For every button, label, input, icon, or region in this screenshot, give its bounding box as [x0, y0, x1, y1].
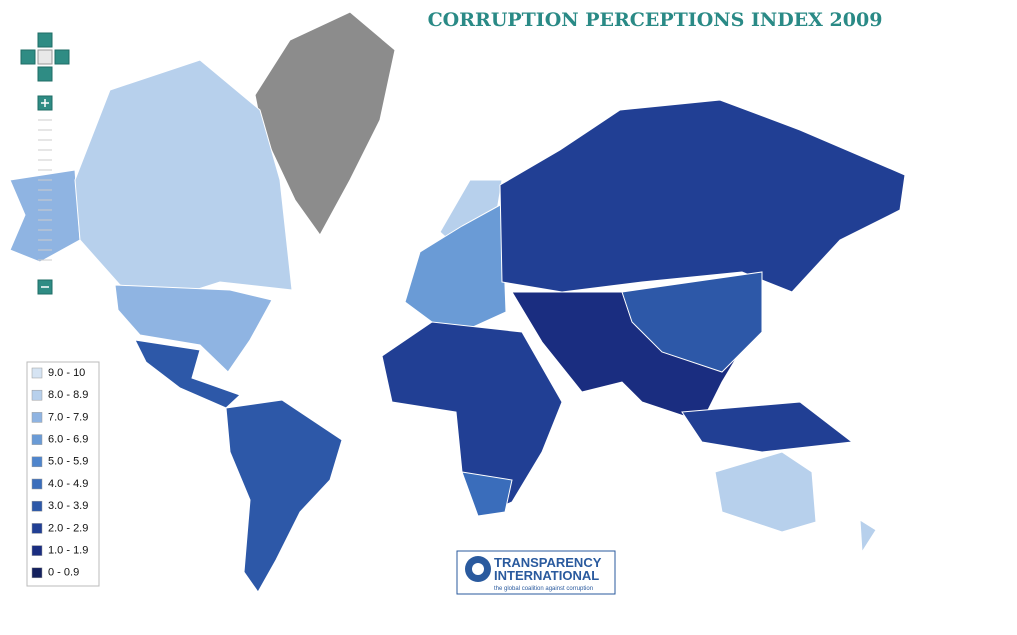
- alaska[interactable]: [9, 169, 81, 263]
- pan-up[interactable]: [37, 32, 53, 48]
- legend-swatch: [31, 567, 43, 579]
- legend-swatch: [31, 412, 43, 423]
- legend-swatch: [31, 389, 43, 401]
- south-america[interactable]: [225, 399, 343, 593]
- legend-label: 9.0 - 10: [48, 367, 85, 379]
- legend-swatch: [31, 367, 43, 379]
- canada[interactable]: [74, 59, 293, 299]
- zoom-slider[interactable]: [38, 119, 52, 261]
- legend-label: 7.0 - 7.9: [48, 411, 88, 423]
- legend-swatch: [31, 545, 43, 556]
- legend-swatch: [31, 478, 43, 490]
- legend-label: 6.0 - 6.9: [48, 434, 88, 446]
- new-zealand[interactable]: [859, 519, 877, 554]
- central-america[interactable]: [134, 339, 241, 409]
- greenland[interactable]: [254, 11, 396, 236]
- usa[interactable]: [114, 284, 273, 373]
- legend-label: 8.0 - 8.9: [48, 389, 88, 401]
- pan-right[interactable]: [54, 49, 70, 65]
- legend-swatch: [31, 500, 43, 512]
- plus-icon: [41, 99, 49, 107]
- nav-controls: [20, 32, 70, 295]
- southern-africa[interactable]: [461, 471, 513, 517]
- logo-line2: INTERNATIONAL: [494, 568, 599, 583]
- logo-emblem-center: [472, 563, 484, 575]
- logo: TRANSPARENCY INTERNATIONAL the global co…: [456, 550, 616, 595]
- world-map: [9, 11, 906, 593]
- legend: 9.0 - 10 8.0 - 8.9 7.0 - 7.9 6.0 - 6.9 5.0 -…: [31, 367, 88, 579]
- legend-swatch: [31, 456, 43, 468]
- australia[interactable]: [714, 451, 817, 533]
- pan-down[interactable]: [37, 66, 53, 82]
- africa[interactable]: [381, 321, 563, 516]
- russia[interactable]: [499, 99, 906, 293]
- home[interactable]: [37, 49, 53, 65]
- legend-label: 3.0 - 3.9: [48, 500, 88, 512]
- china[interactable]: [621, 271, 763, 373]
- legend-label: 5.0 - 5.9: [48, 456, 88, 468]
- southeast-asia[interactable]: [681, 401, 854, 453]
- logo-tagline: the global coalition against corruption: [494, 586, 593, 592]
- legend-label: 0 - 0.9: [48, 567, 79, 579]
- pan-left[interactable]: [20, 49, 36, 65]
- legend-label: 2.0 - 2.9: [48, 522, 88, 534]
- title: CORRUPTION PERCEPTIONS INDEX 2009: [428, 9, 883, 31]
- legend-swatch: [31, 434, 43, 445]
- logo-line1: TRANSPARENCY: [494, 555, 602, 570]
- legend-label: 1.0 - 1.9: [48, 545, 88, 557]
- legend-label: 4.0 - 4.9: [48, 478, 88, 490]
- legend-swatch: [31, 523, 43, 534]
